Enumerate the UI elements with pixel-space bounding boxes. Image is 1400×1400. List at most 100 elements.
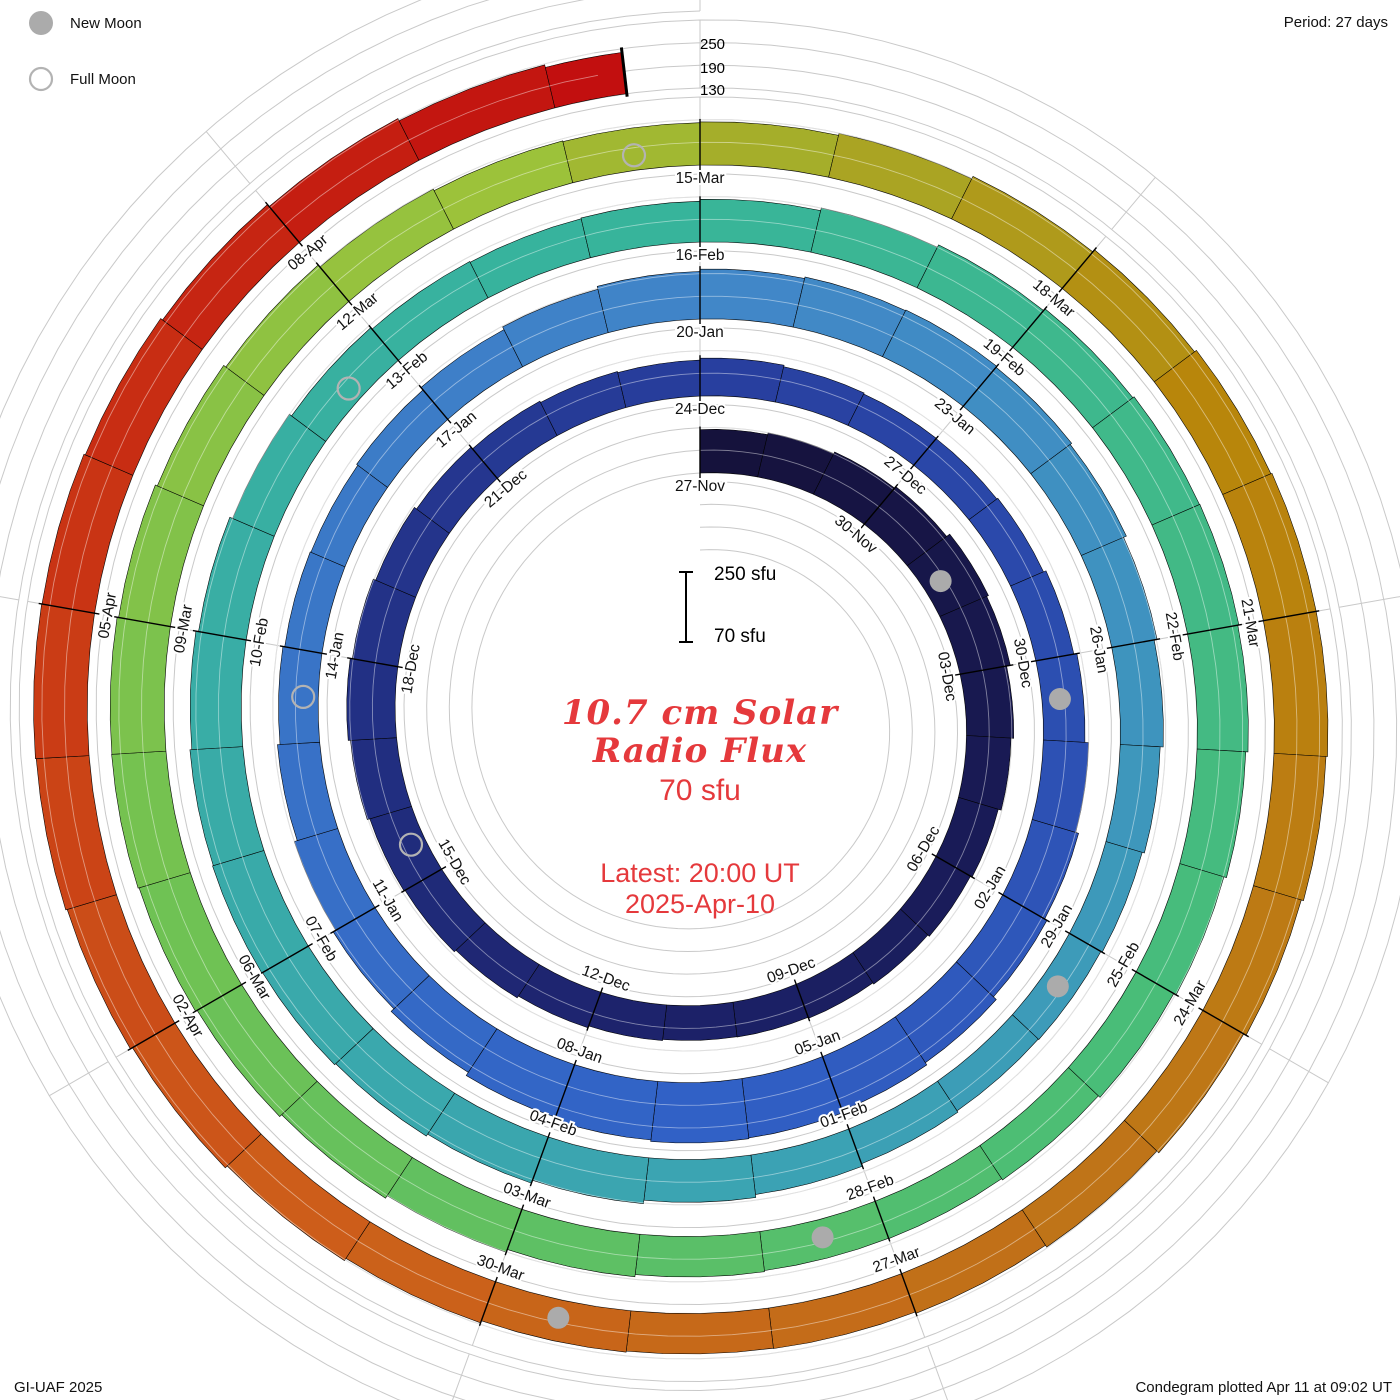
flux-day-segment xyxy=(1179,748,1247,878)
date-label: 16-Feb xyxy=(675,247,724,264)
date-tick xyxy=(899,1268,918,1317)
new-moon-marker xyxy=(929,570,952,593)
full-moon-marker xyxy=(398,832,424,857)
date-tick xyxy=(955,664,1014,676)
flux-day-segment xyxy=(156,365,265,507)
current-flux-value: 70 sfu xyxy=(659,774,741,807)
date-tick xyxy=(38,602,100,615)
date-label: 24-Dec xyxy=(675,401,725,418)
scalebar-max-label: 250 sfu xyxy=(714,564,777,585)
flux-day-segment xyxy=(901,1209,1046,1314)
footer-plotted-label: Condegram plotted Apr 11 at 09:02 UT xyxy=(1135,1379,1392,1396)
date-tick xyxy=(330,904,380,934)
flux-day-segment xyxy=(472,400,558,479)
flux-gridline-overlay xyxy=(41,52,1321,1360)
date-tick xyxy=(401,866,447,893)
flux-day-segment xyxy=(828,133,973,220)
date-tick xyxy=(931,853,976,880)
flux-day-segment xyxy=(1105,744,1161,854)
flux-day-segment xyxy=(810,207,938,289)
flux-day-segment xyxy=(625,1307,774,1355)
flux-day-segment xyxy=(310,464,388,568)
radial-scale-190: 190 xyxy=(700,60,726,77)
flux-day-segment xyxy=(212,850,309,974)
radial-scale-130: 130 xyxy=(700,82,726,99)
legend-new-moon-label: New Moon xyxy=(70,14,142,32)
chart-title: 10.7 cm Solar Radio Flux xyxy=(0,694,1400,770)
grid-spoke xyxy=(451,1353,470,1400)
date-label: 26-Jan xyxy=(1086,625,1111,675)
flux-day-segment xyxy=(1253,753,1327,902)
flux-day-segment xyxy=(84,318,203,476)
legend-full-moon: Full Moon xyxy=(28,66,136,92)
flux-day-segment xyxy=(277,741,339,841)
date-tick xyxy=(114,616,176,629)
date-tick xyxy=(192,629,252,642)
date-tick xyxy=(1198,1007,1250,1038)
flux-day-segment xyxy=(699,199,822,253)
flux-day-segment xyxy=(959,665,1014,739)
flux-day-segment xyxy=(958,735,1012,811)
date-tick xyxy=(347,657,403,669)
flux-day-segment xyxy=(284,551,346,654)
date-label: 27-Nov xyxy=(675,478,725,495)
flux-day-segment xyxy=(588,991,668,1041)
date-tick xyxy=(1064,930,1106,955)
flux-day-segment xyxy=(775,366,865,426)
scalebar-min-label: 70 sfu xyxy=(714,626,766,647)
flux-scalebar: 250 sfu 70 sfu xyxy=(676,564,846,654)
flux-day-segment xyxy=(232,413,327,537)
flux-day-segment xyxy=(1124,1009,1245,1154)
date-tick xyxy=(793,979,811,1022)
date-tick xyxy=(504,1204,525,1256)
date-tick xyxy=(468,444,501,483)
grid-spoke xyxy=(1269,1048,1329,1084)
date-tick xyxy=(959,363,1000,411)
flux-day-segment xyxy=(375,507,450,598)
date-tick xyxy=(872,1196,891,1242)
date-label: 15-Mar xyxy=(675,170,724,187)
legend-new-moon: New Moon xyxy=(28,10,142,36)
date-label: 22-Feb xyxy=(1162,611,1187,662)
date-label: 21-Mar xyxy=(1237,597,1262,648)
flux-day-segment xyxy=(319,188,454,302)
date-tick xyxy=(910,435,939,470)
date-tick xyxy=(998,891,1050,923)
flux-day-segment xyxy=(650,1078,750,1144)
date-tick xyxy=(1131,968,1180,997)
flux-gridline-overlay xyxy=(64,74,1298,1337)
grid-spoke xyxy=(927,1345,949,1400)
date-label: 20-Jan xyxy=(676,324,723,341)
flux-day-segment xyxy=(662,1001,738,1041)
flux-day-segment xyxy=(1111,639,1164,748)
new-moon-icon xyxy=(29,11,53,35)
date-tick xyxy=(264,201,304,247)
date-tick xyxy=(192,981,247,1014)
date-tick xyxy=(1058,247,1098,293)
flux-day-segment xyxy=(398,64,556,161)
flux-day-segment xyxy=(634,1231,765,1278)
flux-day-segment xyxy=(111,750,191,889)
date-tick xyxy=(279,645,327,655)
flux-day-segment xyxy=(506,1209,641,1278)
radial-scale-250: 250 xyxy=(700,36,726,53)
flux-day-segment xyxy=(198,516,275,641)
grid-spoke xyxy=(49,1061,109,1097)
grid-spoke xyxy=(1111,176,1156,230)
flux-day-segment xyxy=(268,118,420,243)
chart-title-line1: 10.7 cm Solar xyxy=(561,693,839,733)
flux-day-segment xyxy=(293,828,376,931)
flux-scalebar-icon xyxy=(679,571,693,643)
period-label: Period: 27 days xyxy=(1283,14,1388,31)
date-tick xyxy=(258,943,313,976)
flux-day-segment xyxy=(540,371,627,436)
date-tick xyxy=(1106,638,1161,649)
flux-day-segment xyxy=(1187,624,1249,753)
date-tick xyxy=(1009,306,1048,352)
grid-spoke xyxy=(1339,596,1400,608)
date-tick xyxy=(418,384,452,424)
date-tick xyxy=(860,483,899,529)
flux-day-segment xyxy=(189,746,265,867)
